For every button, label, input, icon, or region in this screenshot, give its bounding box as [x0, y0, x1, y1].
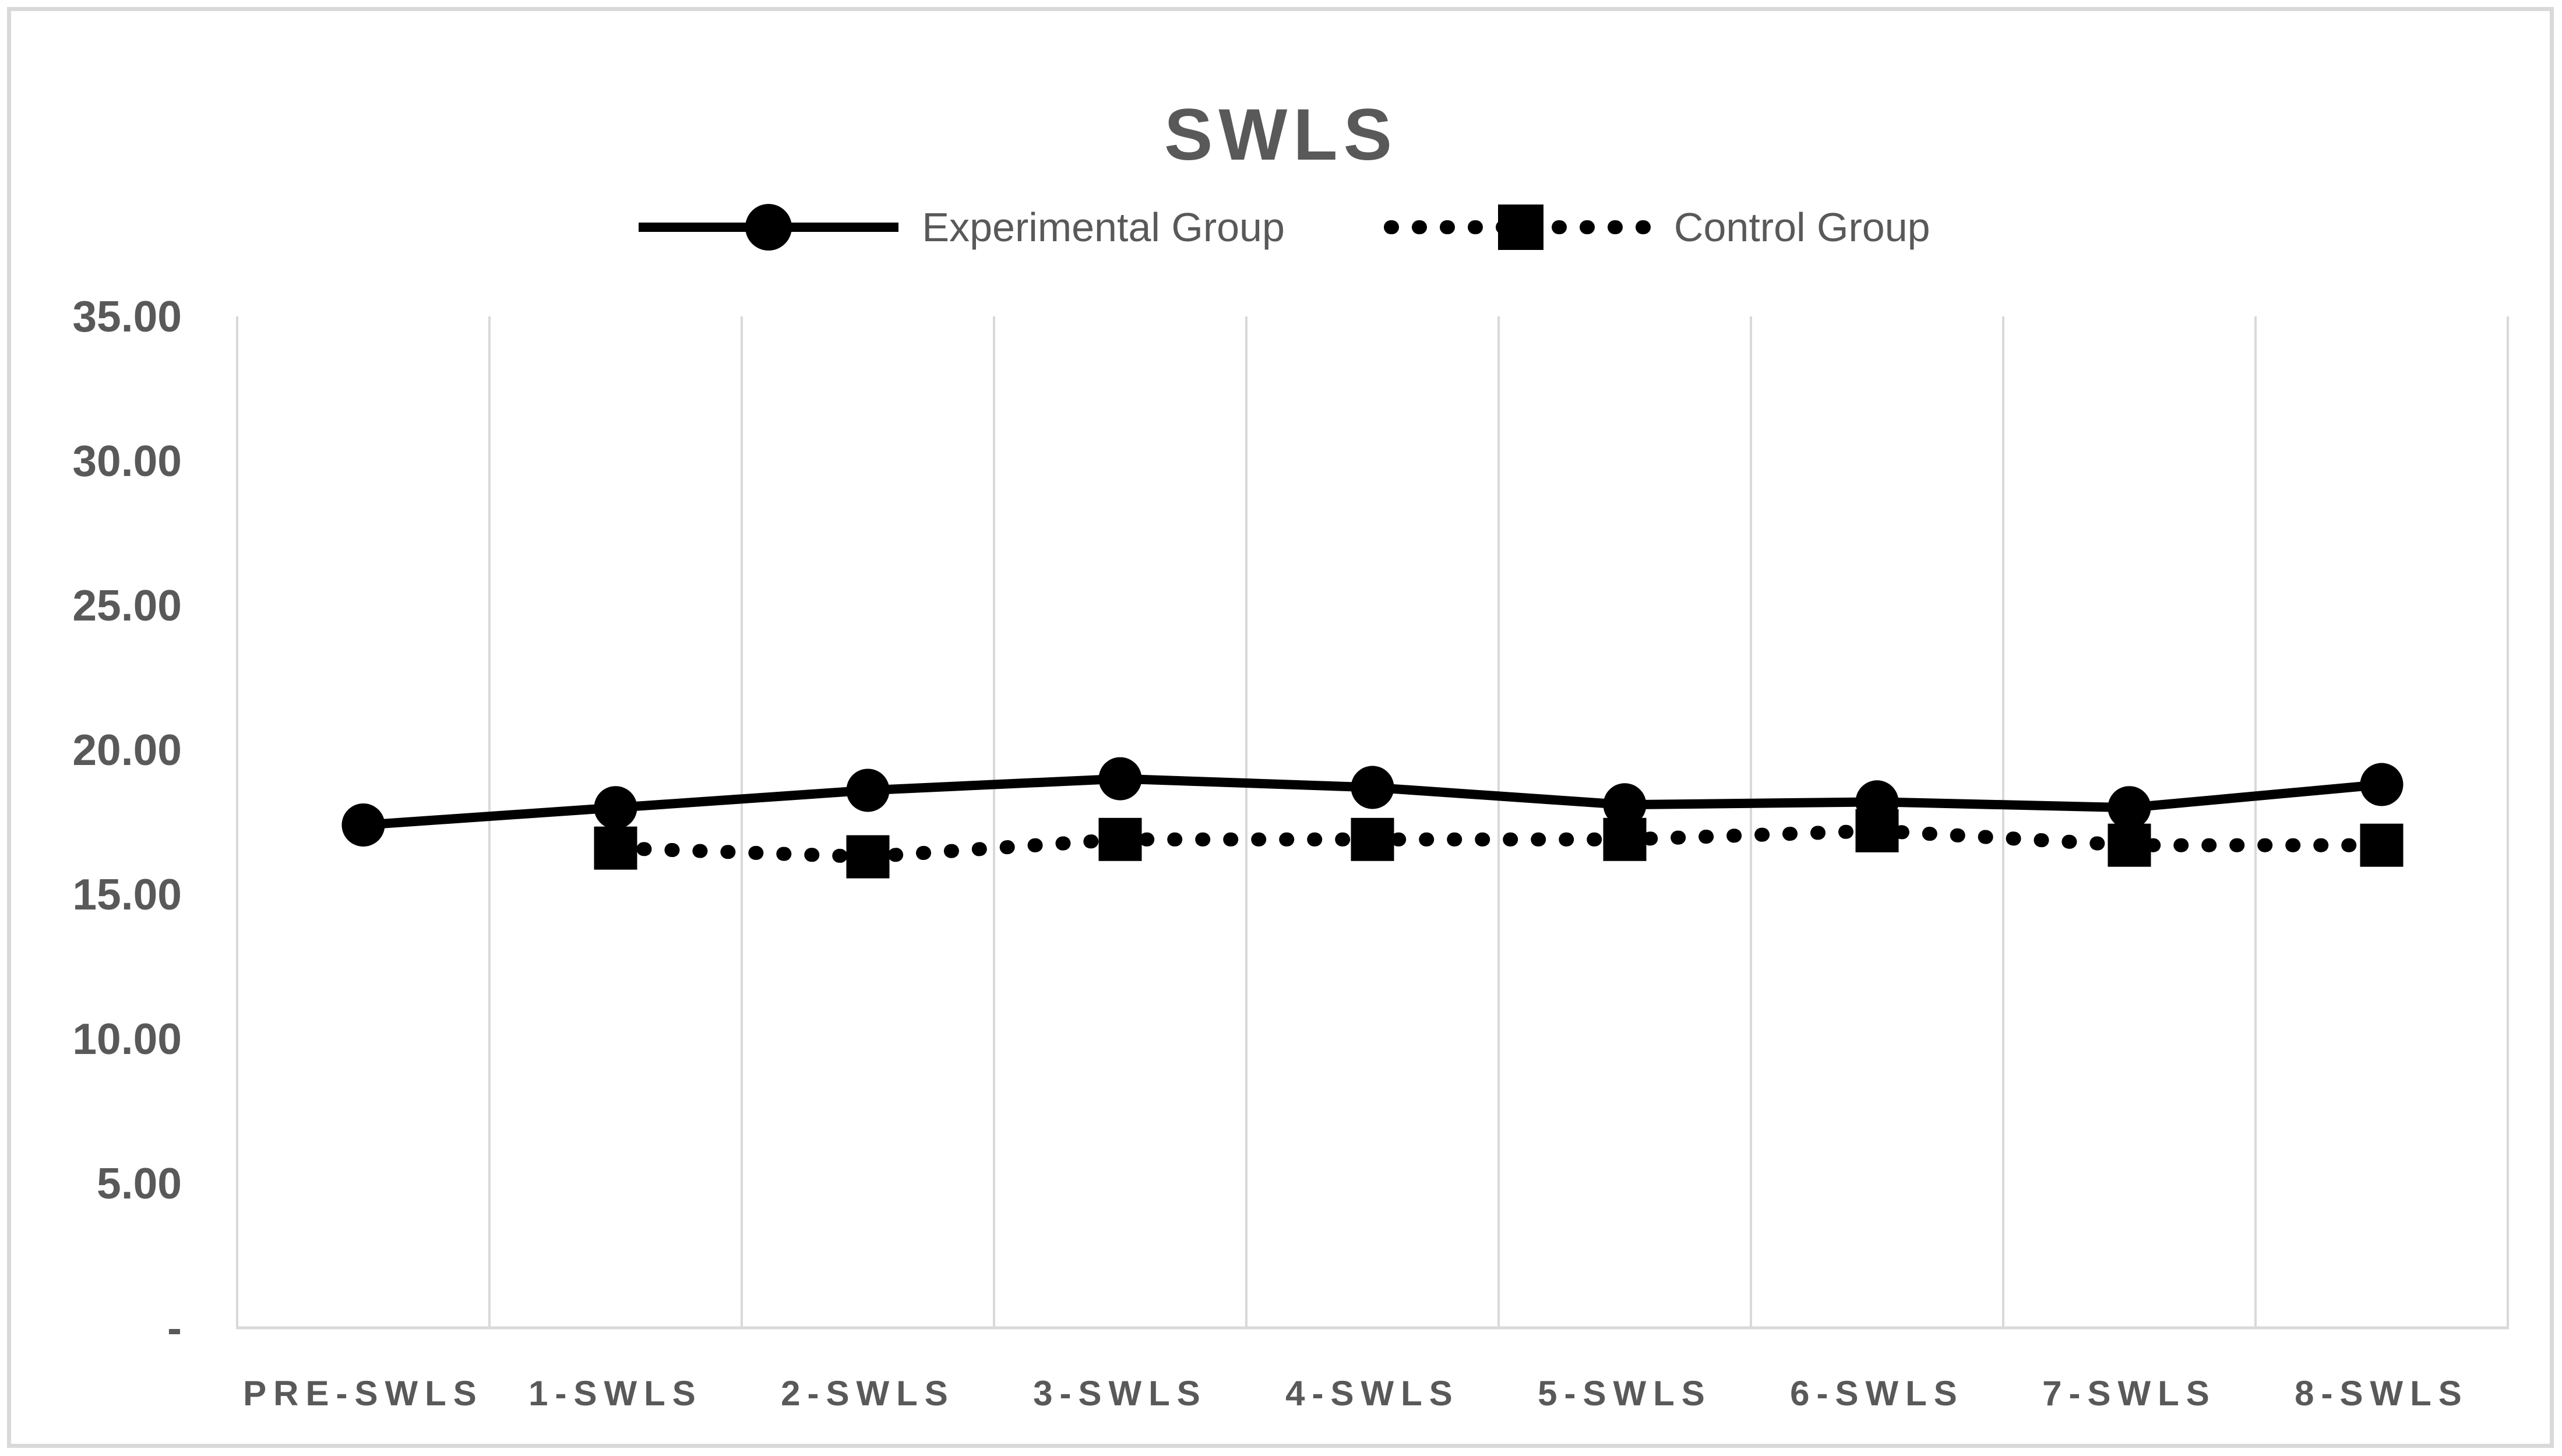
x-axis-label-2-swls: 2-SWLS: [781, 1374, 955, 1413]
y-axis-tick-label: -: [167, 1303, 182, 1352]
point-pre-swls-experimental-group[interactable]: [341, 803, 385, 847]
chart-title: SWLS: [1164, 94, 1398, 175]
point-3-swls-control-group[interactable]: [1098, 817, 1142, 861]
point-7-swls-experimental-group[interactable]: [2108, 786, 2151, 830]
y-axis-tick-label: 25.00: [72, 581, 182, 630]
x-axis-label-5-swls: 5-SWLS: [1538, 1374, 1712, 1413]
x-axis-label-4-swls: 4-SWLS: [1285, 1374, 1460, 1413]
x-axis-label-3-swls: 3-SWLS: [1033, 1374, 1207, 1413]
x-axis-label-6-swls: 6-SWLS: [1790, 1374, 1964, 1413]
legend-label-control-group: Control Group: [1673, 205, 1930, 250]
point-6-swls-control-group[interactable]: [1855, 809, 1899, 852]
point-4-swls-experimental-group[interactable]: [1351, 766, 1394, 809]
y-axis-tick-label: 15.00: [72, 870, 182, 919]
point-1-swls-control-group[interactable]: [594, 826, 637, 870]
legend: Experimental Group Control Group: [0, 192, 2562, 262]
y-axis-tick-label: 35.00: [72, 292, 182, 341]
legend-item-experimental-group[interactable]: Experimental Group: [632, 192, 1285, 262]
point-4-swls-control-group[interactable]: [1351, 817, 1394, 861]
point-8-swls-experimental-group[interactable]: [2360, 763, 2404, 806]
y-axis-tick-label: 5.00: [97, 1159, 182, 1208]
point-2-swls-control-group[interactable]: [846, 835, 890, 879]
legend-label-experimental-group: Experimental Group: [922, 205, 1285, 250]
point-1-swls-experimental-group[interactable]: [594, 786, 637, 830]
point-5-swls-experimental-group[interactable]: [1603, 783, 1647, 827]
point-8-swls-control-group[interactable]: [2360, 823, 2404, 867]
chart-border-frame: [7, 7, 2554, 1448]
x-axis-label-pre-swls: PRE-SWLS: [243, 1374, 484, 1413]
legend-item-control-group[interactable]: Control Group: [1383, 192, 1930, 262]
y-axis-tick-label: 30.00: [72, 436, 182, 485]
x-axis-label-7-swls: 7-SWLS: [2042, 1374, 2216, 1413]
point-2-swls-experimental-group[interactable]: [846, 768, 890, 812]
y-axis-tick-label: 10.00: [72, 1014, 182, 1063]
y-axis-tick-label: 20.00: [72, 725, 182, 774]
point-5-swls-control-group[interactable]: [1603, 817, 1647, 861]
legend-solid-circle-icon: [639, 204, 899, 251]
x-axis-label-8-swls: 8-SWLS: [2295, 1374, 2469, 1413]
legend-dotted-square-icon: [1383, 205, 1658, 250]
point-3-swls-experimental-group[interactable]: [1098, 757, 1142, 801]
x-axis-label-1-swls: 1-SWLS: [528, 1374, 703, 1413]
point-7-swls-control-group[interactable]: [2108, 823, 2151, 867]
